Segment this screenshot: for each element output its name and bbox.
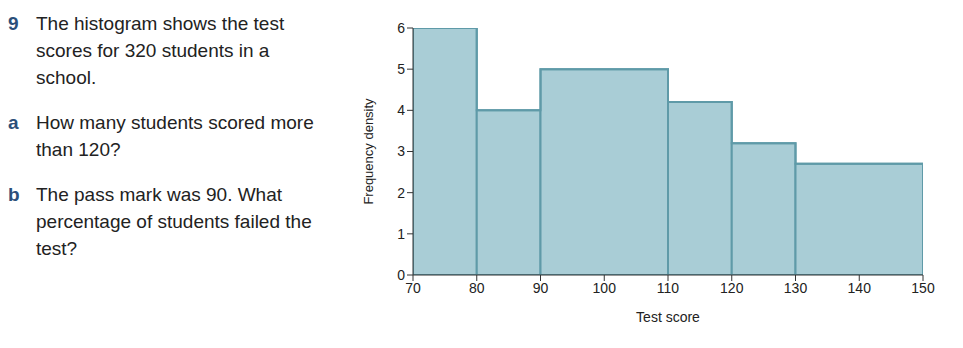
svg-text:90: 90 bbox=[533, 280, 549, 296]
html-text:a: a bbox=[8, 112, 19, 133]
svg-text:100: 100 bbox=[593, 280, 617, 296]
svg-text:150: 150 bbox=[911, 280, 935, 296]
svg-text:6: 6 bbox=[397, 20, 405, 36]
html-text:The pass mark was 90. What per: The pass mark was 90. What percentage of… bbox=[36, 184, 312, 259]
svg-text:120: 120 bbox=[720, 280, 744, 296]
svg-text:Frequency density: Frequency density bbox=[361, 98, 376, 205]
html-text:How many students scored more: How many students scored more than 120? bbox=[36, 112, 314, 160]
svg-text:0: 0 bbox=[397, 267, 405, 283]
svg-text:5: 5 bbox=[397, 61, 405, 77]
html-text:b: b bbox=[8, 184, 20, 205]
svg-text:70: 70 bbox=[405, 280, 421, 296]
svg-text:3: 3 bbox=[397, 143, 405, 159]
svg-text:130: 130 bbox=[784, 280, 808, 296]
svg-text:Test score: Test score bbox=[636, 309, 700, 325]
html-text:9: 9 bbox=[8, 13, 19, 34]
svg-text:1: 1 bbox=[397, 226, 405, 242]
svg-text:140: 140 bbox=[848, 280, 872, 296]
html-text:The histogram shows the test s: The histogram shows the test scores for … bbox=[36, 13, 285, 88]
svg-text:80: 80 bbox=[469, 280, 485, 296]
svg-text:2: 2 bbox=[397, 185, 405, 201]
svg-text:4: 4 bbox=[397, 102, 405, 118]
svg-text:110: 110 bbox=[657, 280, 680, 296]
